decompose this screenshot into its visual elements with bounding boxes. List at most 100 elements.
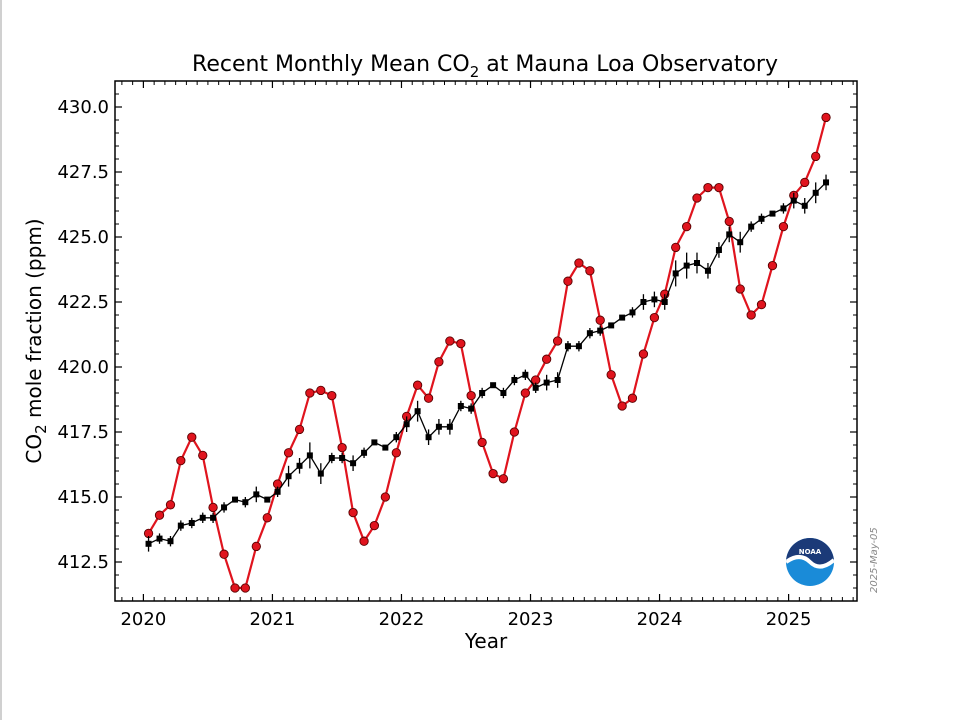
trend-point bbox=[435, 423, 442, 430]
trend-point bbox=[715, 247, 722, 253]
y-axis-label: CO2 mole fraction (ppm) bbox=[22, 218, 50, 463]
monthly-mean-point bbox=[746, 310, 756, 320]
trend-point bbox=[661, 299, 668, 305]
monthly-mean-point bbox=[327, 390, 337, 401]
trend-point bbox=[403, 421, 410, 428]
plot-area bbox=[114, 80, 858, 602]
monthly-mean-point bbox=[617, 401, 627, 411]
y-tick-label: 417.5 bbox=[57, 422, 109, 443]
x-tick-label: 2025 bbox=[766, 609, 812, 630]
trend-point bbox=[479, 390, 486, 396]
trend-point bbox=[726, 231, 733, 238]
trend-point bbox=[608, 322, 615, 329]
x-axis-label: Year bbox=[464, 629, 508, 653]
monthly-mean-point bbox=[348, 507, 358, 518]
monthly-mean-point bbox=[811, 151, 821, 162]
monthly-mean-point bbox=[627, 393, 638, 403]
trend-point bbox=[221, 504, 228, 511]
trend-point bbox=[532, 384, 539, 391]
monthly-mean-point bbox=[756, 299, 767, 310]
monthly-mean-point bbox=[208, 502, 218, 513]
trend-point bbox=[457, 403, 464, 409]
monthly-mean-point bbox=[230, 583, 240, 593]
monthly-mean-point bbox=[219, 549, 229, 559]
trend-point bbox=[167, 538, 174, 545]
trend-point bbox=[414, 408, 421, 415]
monthly-mean-point bbox=[316, 385, 326, 396]
y-tick-label: 425.0 bbox=[57, 227, 109, 248]
y-tick-label: 422.5 bbox=[57, 292, 109, 313]
monthly-mean-point bbox=[520, 388, 531, 398]
noaa-logo-top bbox=[786, 538, 834, 567]
monthly-mean-point bbox=[305, 388, 315, 398]
monthly-mean-point bbox=[359, 536, 369, 546]
monthly-mean-point bbox=[703, 182, 713, 193]
trend-line bbox=[148, 181, 827, 545]
monthly-mean-point bbox=[563, 276, 573, 286]
trend-point bbox=[264, 496, 271, 503]
monthly-mean-point bbox=[498, 474, 509, 484]
monthly-mean-point bbox=[638, 349, 649, 359]
trend-point bbox=[446, 423, 453, 430]
monthly-mean-point bbox=[682, 221, 692, 232]
noaa-logo-text: NOAA bbox=[799, 548, 822, 556]
trend-point bbox=[619, 314, 626, 321]
trend-point bbox=[672, 270, 679, 277]
trend-point bbox=[232, 496, 239, 503]
monthly-mean-point bbox=[714, 182, 724, 193]
monthly-mean-point bbox=[456, 338, 466, 349]
trend-point bbox=[253, 491, 260, 498]
ylabel-rest: mole fraction (ppm) bbox=[22, 218, 46, 424]
trend-point bbox=[350, 460, 357, 467]
x-tick-label: 2021 bbox=[250, 609, 296, 630]
trend-point bbox=[339, 455, 346, 461]
trend-point bbox=[693, 260, 700, 266]
monthly-mean-point bbox=[595, 315, 605, 325]
monthly-mean-point bbox=[585, 266, 595, 276]
trend-point bbox=[564, 343, 571, 350]
monthly-mean-point bbox=[380, 492, 390, 502]
monthly-mean-point bbox=[724, 216, 734, 227]
trend-point bbox=[522, 371, 529, 378]
trend-point bbox=[274, 488, 281, 495]
left-border bbox=[0, 0, 2, 720]
title-rest: at Mauna Loa Observatory bbox=[479, 52, 778, 77]
trend-point bbox=[468, 405, 475, 412]
trend-point bbox=[328, 455, 335, 461]
trend-series bbox=[145, 174, 830, 552]
monthly-mean-point bbox=[294, 424, 305, 435]
monthly-mean-point bbox=[240, 583, 250, 593]
trend-point bbox=[554, 377, 561, 383]
monthly-mean-point bbox=[262, 513, 272, 523]
date-stamp: 2025-May-05 bbox=[869, 527, 880, 593]
trend-point bbox=[285, 473, 292, 480]
trend-point bbox=[199, 514, 206, 521]
axis-ticks: 2020 2021 2022 2023 2024 2025 412.5 415.0 417.5 4… bbox=[57, 81, 857, 630]
monthly-mean-point bbox=[606, 370, 616, 380]
trend-point bbox=[823, 179, 830, 186]
trend-point bbox=[758, 215, 765, 222]
trend-point bbox=[683, 262, 690, 269]
monthly-mean-point bbox=[542, 354, 552, 364]
monthly-mean-point bbox=[649, 312, 660, 323]
monthly-mean-point bbox=[552, 336, 563, 346]
trend-point bbox=[382, 444, 389, 451]
monthly-mean-point bbox=[434, 357, 444, 367]
x-tick-label: 2023 bbox=[508, 609, 554, 630]
chart-title: Recent Monthly Mean CO2 at Mauna Loa Obs… bbox=[192, 52, 778, 81]
trend-point bbox=[371, 439, 378, 446]
trend-point bbox=[306, 452, 313, 459]
trend-point bbox=[242, 499, 249, 506]
monthly-mean-point bbox=[423, 393, 434, 403]
ylabel-main: CO bbox=[22, 434, 46, 464]
monthly-mean-line bbox=[147, 117, 828, 590]
monthly-mean-point bbox=[692, 193, 702, 203]
plot-border bbox=[114, 80, 858, 602]
monthly-mean-point bbox=[165, 500, 176, 510]
monthly-mean-point bbox=[283, 448, 294, 458]
title-main: Recent Monthly Mean CO bbox=[192, 52, 470, 77]
monthly-mean-point bbox=[391, 448, 401, 458]
monthly-mean-point bbox=[477, 437, 487, 448]
trend-point bbox=[361, 449, 368, 456]
